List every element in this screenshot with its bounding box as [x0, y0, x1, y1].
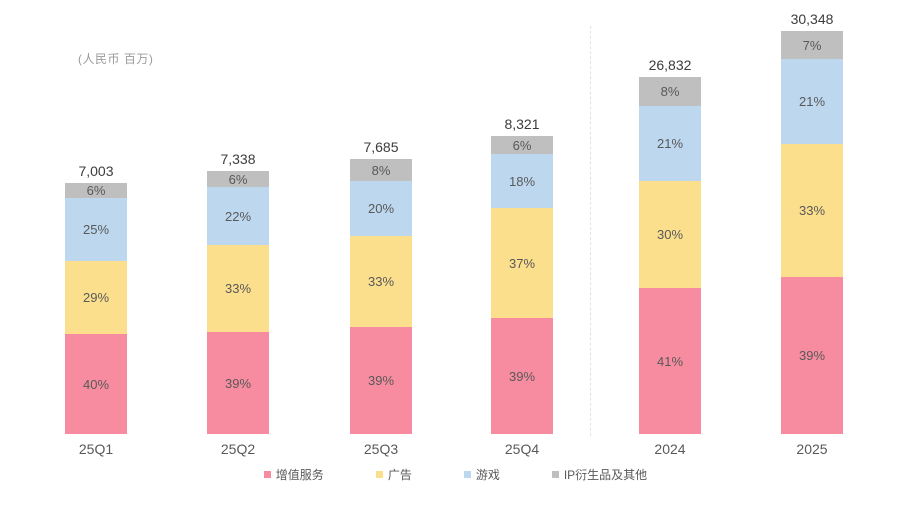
legend-item-游戏: 游戏 [463, 466, 500, 483]
segment-percent-label: 8% [660, 84, 680, 99]
legend-item-增值服务: 增值服务 [263, 466, 324, 483]
segment-广告-2024: 30% [639, 181, 701, 288]
segment-IP衍生品及其他-25Q4: 6% [491, 136, 553, 154]
legend-item-广告: 广告 [375, 466, 412, 483]
legend-label: 增值服务 [275, 468, 324, 482]
segment-IP衍生品及其他-2024: 8% [639, 77, 701, 106]
legend-label: 广告 [387, 468, 412, 482]
segment-percent-label: 30% [656, 227, 684, 242]
segment-游戏-2025: 21% [781, 59, 843, 144]
segment-游戏-25Q4: 18% [491, 154, 553, 208]
segment-增值服务-25Q3: 39% [350, 327, 412, 434]
axis-unit-label: (人民币 百万) [78, 52, 154, 66]
segment-percent-label: 40% [82, 376, 110, 392]
legend: 增值服务 广告 游戏 IP衍生品及其他 [0, 466, 911, 483]
segment-游戏-25Q2: 22% [207, 187, 269, 245]
quarter-annual-divider [590, 26, 591, 436]
category-label-25Q4: 25Q4 [504, 441, 540, 457]
segment-percent-label: 29% [82, 290, 110, 305]
segment-percent-label: 7% [802, 37, 822, 53]
category-label-25Q2: 25Q2 [220, 441, 256, 457]
segment-广告-25Q4: 37% [491, 208, 553, 318]
segment-广告-25Q2: 33% [207, 245, 269, 332]
segment-percent-label: 41% [656, 353, 684, 369]
segment-广告-2025: 33% [781, 144, 843, 277]
segment-IP衍生品及其他-2025: 7% [781, 31, 843, 59]
bar-total-label: 8,321 [504, 116, 540, 132]
bar-total-label: 30,348 [790, 11, 834, 27]
segment-percent-label: 33% [224, 281, 252, 296]
segment-广告-25Q3: 33% [350, 236, 412, 327]
segment-percent-label: 33% [798, 203, 826, 218]
legend-swatch-icon [375, 471, 383, 478]
legend-label: 游戏 [475, 468, 500, 482]
bar-25Q1: 7,003 6% 25% 29% 40% [65, 163, 127, 434]
segment-percent-label: 39% [508, 368, 536, 384]
category-label-2025: 2025 [796, 441, 828, 457]
bar-2024: 26,832 8% 21% 30% 41% [639, 57, 701, 434]
segment-percent-label: 6% [228, 171, 248, 187]
bar-25Q2: 7,338 6% 22% 33% 39% [207, 151, 269, 434]
segment-IP衍生品及其他-25Q1: 6% [65, 183, 127, 198]
segment-增值服务-25Q4: 39% [491, 318, 553, 434]
segment-percent-label: 6% [512, 137, 532, 153]
segment-percent-label: 18% [508, 173, 536, 189]
segment-percent-label: 33% [367, 274, 395, 289]
segment-percent-label: 39% [798, 348, 826, 363]
segment-游戏-25Q1: 25% [65, 198, 127, 261]
category-label-25Q3: 25Q3 [363, 441, 399, 457]
legend-swatch-icon [263, 471, 271, 478]
segment-percent-label: 8% [371, 162, 391, 178]
legend-swatch-icon [463, 471, 471, 478]
category-label-2024: 2024 [654, 441, 686, 457]
segment-percent-label: 21% [798, 94, 826, 109]
legend-swatch-icon [551, 471, 559, 478]
segment-增值服务-25Q2: 39% [207, 332, 269, 434]
segment-percent-label: 25% [82, 222, 110, 237]
segment-percent-label: 6% [86, 183, 106, 198]
legend-item-IP衍生品及其他: IP衍生品及其他 [551, 466, 648, 483]
bar-2025: 30,348 7% 21% 33% 39% [781, 11, 843, 434]
bar-25Q4: 8,321 6% 18% 37% 39% [491, 116, 553, 434]
segment-游戏-25Q3: 20% [350, 181, 412, 236]
bar-total-label: 7,338 [220, 151, 256, 167]
bar-total-label: 7,685 [363, 139, 399, 155]
segment-增值服务-25Q1: 40% [65, 334, 127, 434]
legend-label: IP衍生品及其他 [563, 468, 648, 482]
segment-IP衍生品及其他-25Q3: 8% [350, 159, 412, 181]
segment-percent-label: 39% [367, 373, 395, 388]
segment-增值服务-2024: 41% [639, 288, 701, 434]
bar-25Q3: 7,685 8% 20% 33% 39% [350, 139, 412, 434]
segment-percent-label: 22% [224, 208, 252, 224]
segment-percent-label: 37% [508, 255, 536, 271]
bar-total-label: 7,003 [78, 163, 114, 179]
segment-游戏-2024: 21% [639, 106, 701, 181]
segment-广告-25Q1: 29% [65, 261, 127, 334]
segment-增值服务-2025: 39% [781, 277, 843, 434]
segment-percent-label: 21% [656, 136, 684, 151]
segment-IP衍生品及其他-25Q2: 6% [207, 171, 269, 187]
bar-total-label: 26,832 [648, 57, 692, 73]
segment-percent-label: 20% [367, 201, 395, 216]
category-label-25Q1: 25Q1 [78, 441, 114, 457]
segment-percent-label: 39% [224, 375, 252, 391]
